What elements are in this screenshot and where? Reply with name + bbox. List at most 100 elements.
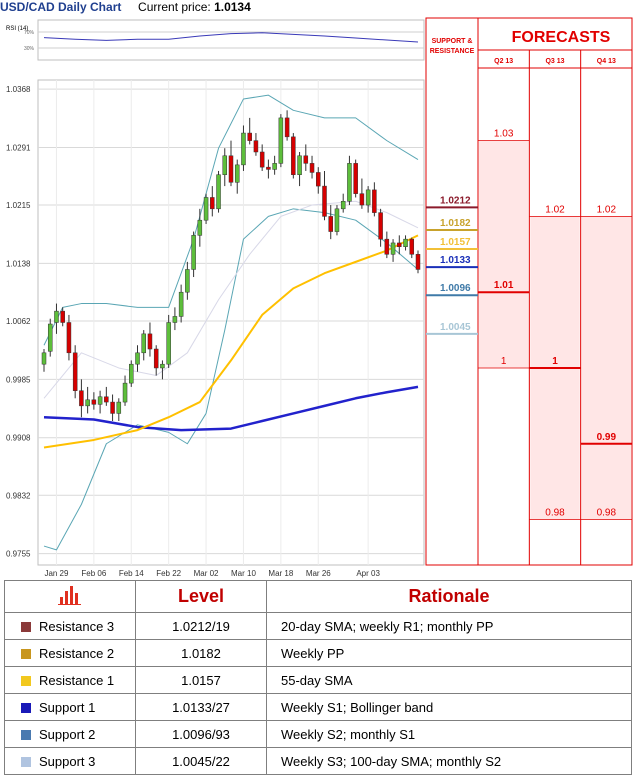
candle-body — [403, 238, 408, 247]
candle-body — [197, 219, 203, 236]
candle-body — [66, 322, 72, 354]
candle-body — [409, 238, 415, 255]
quarter-label: Q3 13 — [545, 58, 564, 65]
candle-body — [234, 164, 240, 183]
candle-body — [241, 132, 246, 166]
candle-body — [359, 193, 365, 206]
rsi-line — [43, 32, 419, 43]
table-row: Resistance 1 1.0157 55-day SMA — [4, 666, 632, 694]
forecast-value-label: 0.98 — [597, 508, 617, 519]
chart-title: USD/CAD Daily Chart — [0, 0, 122, 14]
candle-body — [284, 117, 290, 138]
level-value: 1.0045/22 — [135, 747, 267, 775]
level-name-cell: Resistance 1 — [4, 666, 136, 694]
forecast-value-label: 0.98 — [545, 508, 565, 519]
candle-body — [222, 155, 228, 175]
rsi-level-label: 70% — [24, 30, 35, 36]
candle-body — [247, 132, 252, 141]
forecast-value-label: 1.02 — [545, 204, 565, 215]
level-value: 1.0182 — [135, 639, 267, 667]
x-tick-label: Mar 26 — [306, 569, 331, 578]
level-name: Support 1 — [39, 699, 96, 715]
level-name: Support 3 — [39, 753, 96, 769]
candle-body — [166, 322, 171, 365]
candle-body — [41, 352, 47, 365]
y-tick-label: 1.0368 — [6, 85, 31, 94]
level-name: Resistance 3 — [39, 618, 115, 634]
bollinger-upper-line — [43, 94, 419, 346]
x-tick-label: Jan 29 — [44, 569, 69, 578]
candle-body — [153, 348, 159, 369]
candle-body — [160, 363, 165, 369]
sr-level-label: 1.0133 — [440, 255, 471, 266]
forecast-value-label: 1.03 — [494, 129, 514, 140]
x-tick-label: Feb 22 — [156, 569, 181, 578]
table-row: Support 1 1.0133/27 Weekly S1; Bollinger b… — [4, 693, 632, 721]
chart-header: USD/CAD Daily Chart Current price: 1.013… — [0, 0, 643, 14]
candle-body — [397, 242, 402, 247]
candle-body — [272, 163, 277, 170]
level-rationale: Weekly S2; monthly S1 — [266, 720, 632, 748]
level-swatch — [21, 756, 31, 767]
table-row: Support 2 1.0096/93 Weekly S2; monthly S1 — [4, 720, 632, 748]
candle-body — [60, 310, 65, 323]
candle-body — [185, 269, 190, 293]
candle-body — [297, 155, 302, 175]
y-tick-label: 1.0291 — [6, 143, 31, 152]
level-value: 1.0212/19 — [135, 612, 267, 640]
level-name-cell: Support 1 — [4, 693, 136, 721]
candle-body — [384, 238, 390, 255]
level-name-cell: Resistance 2 — [4, 639, 136, 667]
x-tick-label: Mar 10 — [231, 569, 256, 578]
candle-body — [266, 166, 271, 170]
candle-body — [135, 352, 140, 365]
level-name-cell: Support 2 — [4, 720, 136, 748]
candle-body — [216, 174, 221, 210]
forecast-value-label: 1.02 — [597, 204, 617, 215]
candle-body — [72, 352, 78, 391]
x-tick-label: Apr 03 — [356, 569, 380, 578]
rsi-label: RSI (14) — [6, 26, 28, 32]
level-swatch — [21, 702, 31, 713]
candle-body — [347, 163, 352, 202]
candle-body — [54, 310, 59, 323]
candle-body — [259, 151, 265, 168]
level-header: Level — [135, 580, 267, 613]
table-header-row: Level Rationale — [4, 580, 632, 613]
bar-chart-icon — [58, 586, 81, 605]
sr-label: SUPPORT & RESISTANCE — [430, 38, 475, 55]
y-tick-label: 0.9908 — [6, 434, 31, 443]
quarter-label: Q4 13 — [597, 58, 616, 65]
sma55-line — [43, 234, 419, 449]
table-icon-cell — [4, 580, 136, 613]
candle-body — [129, 363, 134, 384]
forecast-value-label: 1 — [552, 356, 558, 367]
table-row: Resistance 2 1.0182 Weekly PP — [4, 639, 632, 667]
y-tick-label: 1.0062 — [6, 317, 31, 326]
level-name: Resistance 1 — [39, 672, 115, 688]
candle-body — [85, 399, 90, 407]
candle-body — [47, 323, 53, 352]
candle-body — [116, 401, 122, 414]
candle-body — [390, 242, 396, 255]
x-tick-label: Mar 02 — [194, 569, 219, 578]
candle-body — [210, 197, 215, 210]
forecast-range — [581, 216, 631, 520]
quarter-label: Q2 13 — [494, 58, 513, 65]
candle-body — [365, 189, 371, 206]
price-label: Current price: — [138, 0, 211, 14]
candle-body — [122, 382, 128, 403]
table-row: Support 3 1.0045/22 Weekly S3; 100-day SMA… — [4, 747, 632, 775]
candle-body — [291, 136, 296, 175]
sr-level-label: 1.0157 — [440, 237, 471, 248]
price-value: 1.0134 — [214, 0, 251, 14]
candle-body — [372, 189, 377, 213]
candle-body — [147, 333, 153, 350]
level-value: 1.0157 — [135, 666, 267, 694]
level-value: 1.0096/93 — [135, 720, 267, 748]
level-swatch — [21, 675, 31, 686]
candle-body — [79, 390, 84, 407]
candle-body — [353, 163, 358, 194]
candle-body — [178, 291, 184, 317]
level-rationale: Weekly S3; 100-day SMA; monthly S2 — [266, 747, 632, 775]
